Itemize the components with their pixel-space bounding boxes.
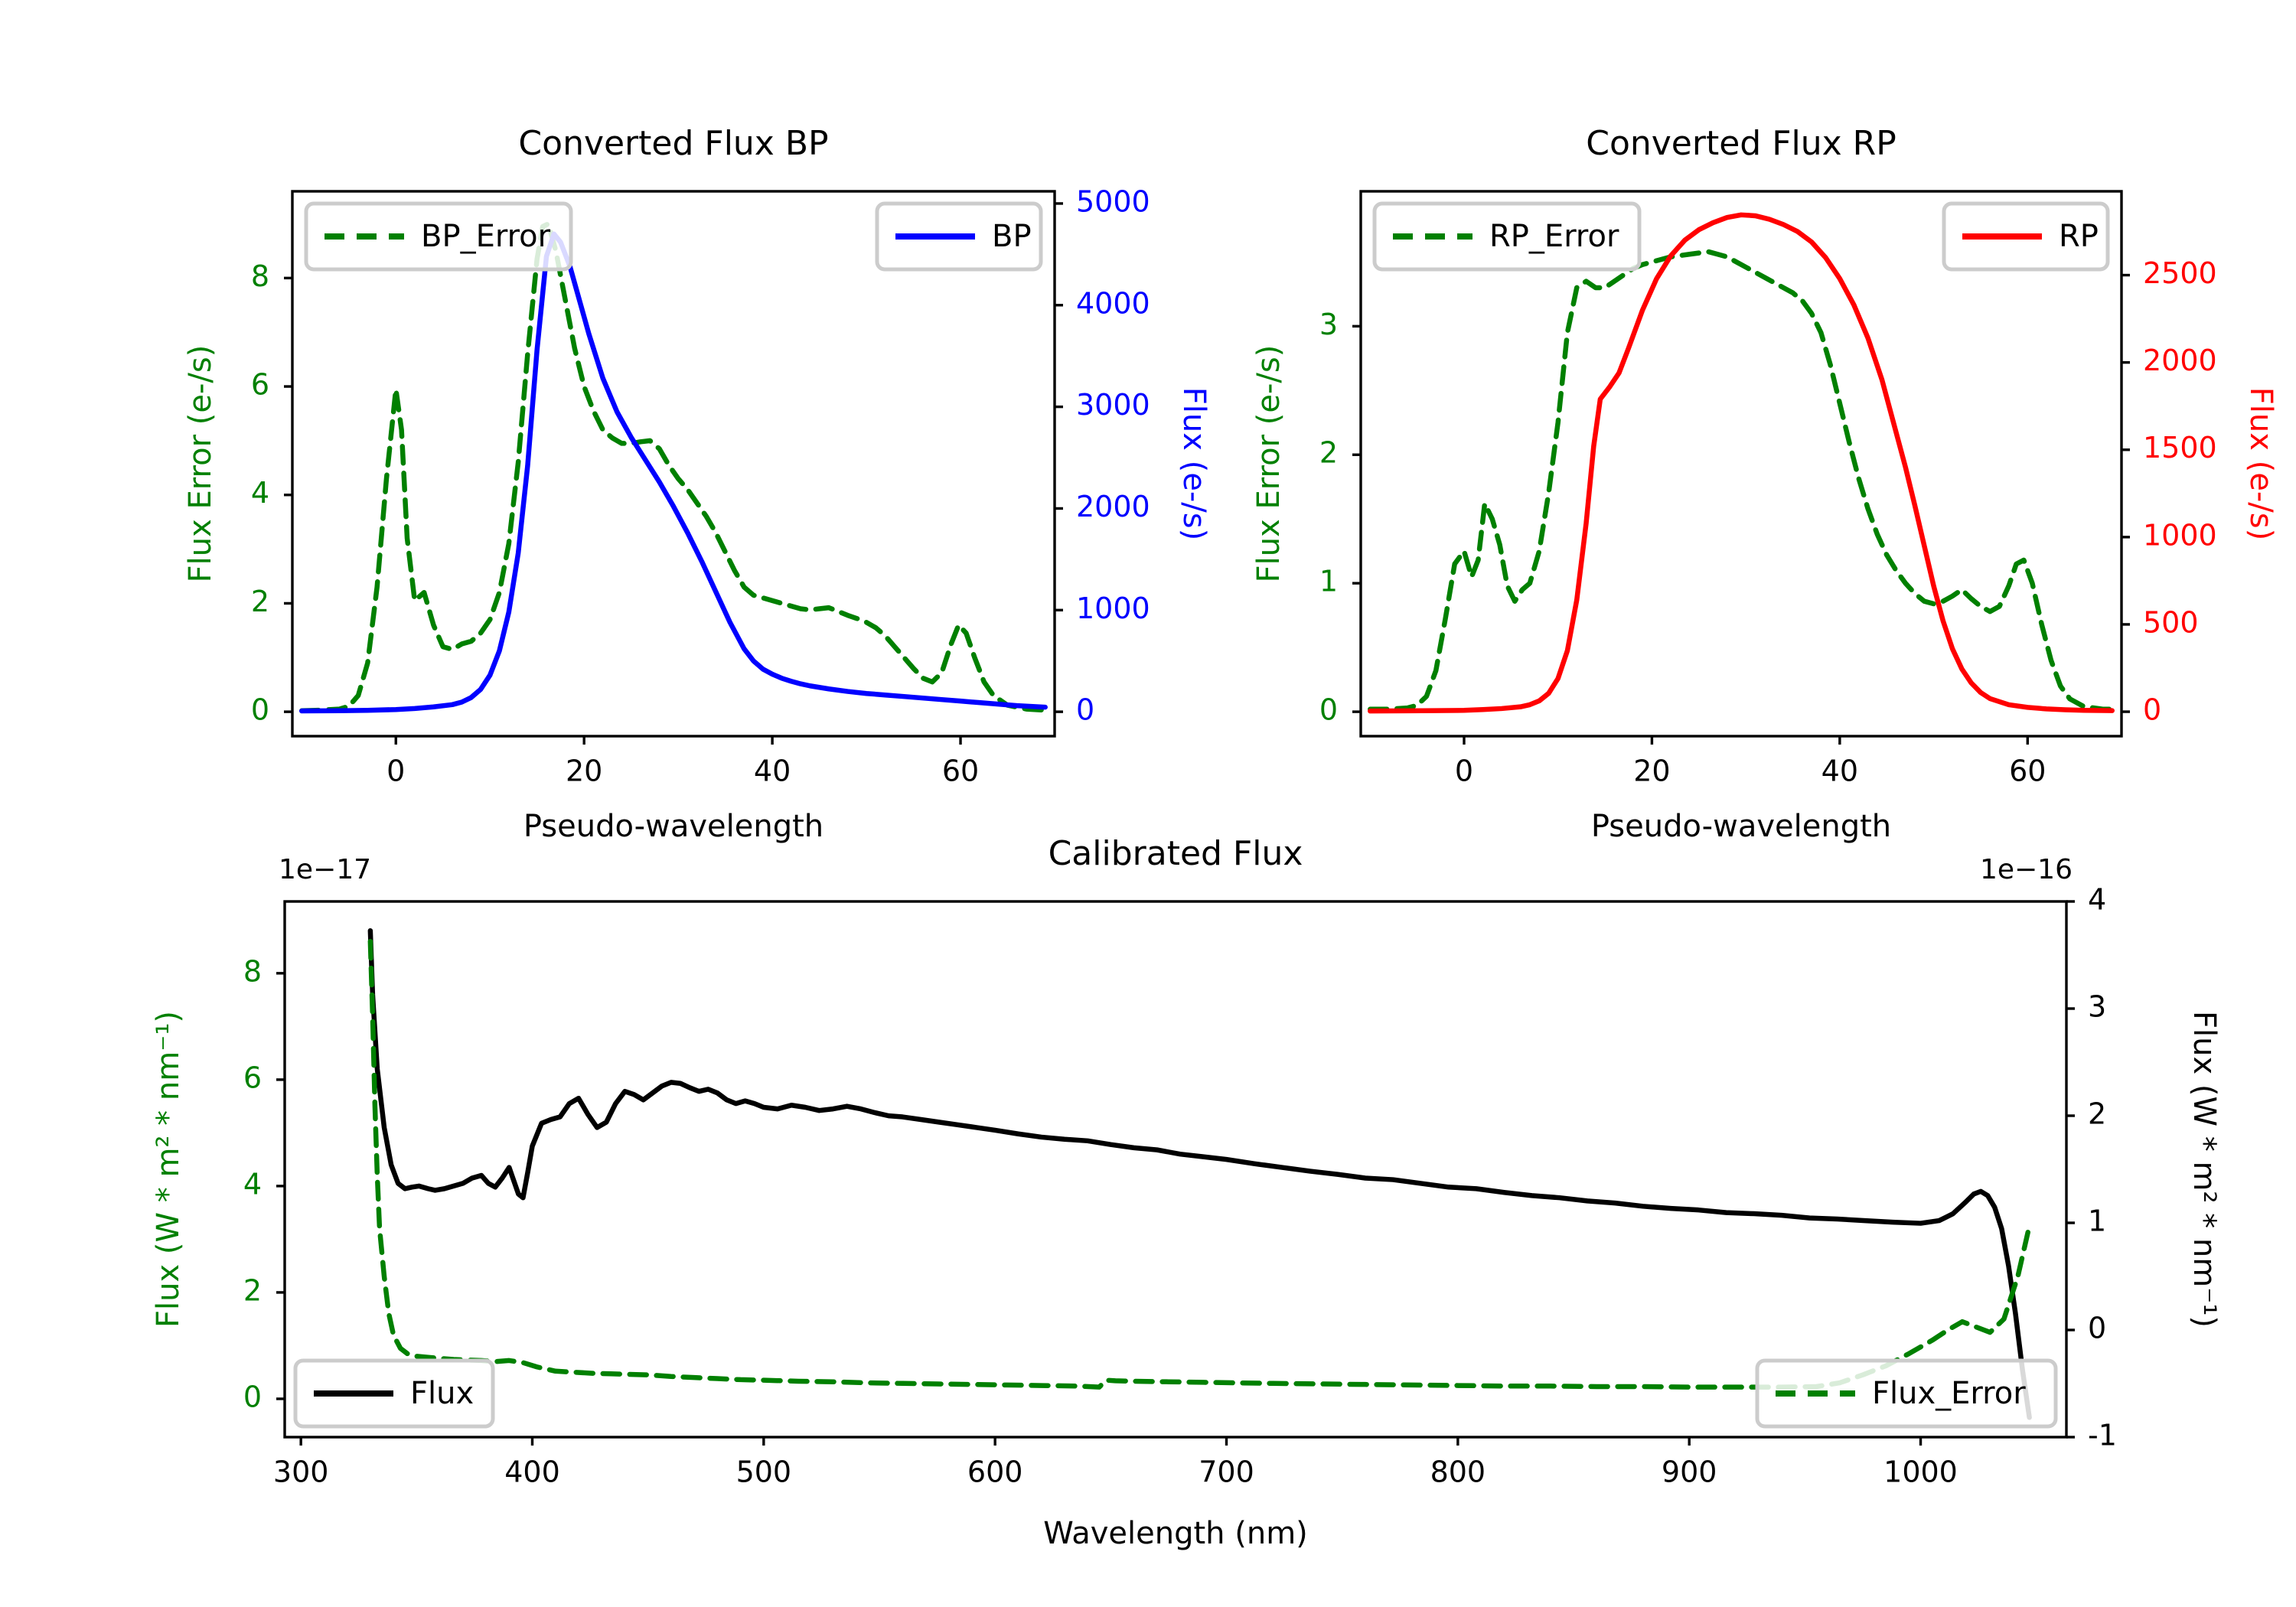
converted-flux-bp-yticklabel-left-6: 6 (251, 368, 269, 402)
calibrated-flux-yticklabel-left-2: 2 (243, 1273, 262, 1307)
converted-flux-bp-series-bp (299, 231, 1048, 714)
converted-flux-bp-title: Converted Flux BP (518, 124, 828, 163)
calibrated-flux-yticklabel-left-6: 6 (243, 1061, 262, 1094)
converted-flux-bp-yticklabel-left-4: 4 (251, 476, 269, 510)
converted-flux-bp-ylabel-right: Flux (e-/s) (1176, 387, 1212, 540)
converted-flux-rp-xticklabel-60: 60 (2009, 755, 2046, 788)
converted-flux-bp-yticklabel-right-2000: 2000 (1076, 490, 1150, 523)
converted-flux-rp-title: Converted Flux RP (1586, 124, 1896, 163)
calibrated-flux-offset-left: 1e−17 (279, 854, 371, 885)
converted-flux-rp-yticklabel-right-500: 500 (2143, 605, 2199, 639)
converted-flux-rp-ylabel-left: Flux Error (e-/s) (1251, 345, 1287, 583)
converted-flux-rp-yticklabel-right-2000: 2000 (2143, 344, 2217, 377)
converted-flux-rp-yticklabel-left-3: 3 (1319, 308, 1338, 341)
calibrated-flux-xticklabel-600: 600 (967, 1455, 1023, 1489)
calibrated-flux-yticklabel-left-0: 0 (243, 1380, 262, 1413)
converted-flux-bp-legend-box-bp_error (304, 201, 573, 272)
converted-flux-rp-xticklabel-20: 20 (1633, 755, 1670, 788)
calibrated-flux-xticklabel-500: 500 (736, 1455, 792, 1489)
calibrated-flux-yticklabel-right-1: 1 (2088, 1204, 2106, 1238)
converted-flux-rp-legend-label-rp_error: RP_Error (1489, 219, 1619, 254)
calibrated-flux-legend-label-flux: Flux (410, 1376, 474, 1411)
calibrated-flux-xticklabel-300: 300 (273, 1455, 329, 1489)
converted-flux-bp-xticklabel-0: 0 (386, 755, 405, 788)
converted-flux-rp-yticklabel-right-1500: 1500 (2143, 431, 2217, 464)
converted-flux-bp-legend-label-bp_error: BP_Error (421, 219, 551, 254)
calibrated-flux-offset-right: 1e−16 (1980, 854, 2073, 885)
converted-flux-rp-xlabel: Pseudo-wavelength (1591, 809, 1891, 844)
calibrated-flux-series-flux_error (367, 938, 2032, 1390)
calibrated-flux-legend-box-flux_error (1755, 1358, 2058, 1429)
calibrated-flux-series-flux (367, 927, 2032, 1420)
calibrated-flux-legend-box-flux (293, 1358, 495, 1429)
converted-flux-rp-xticklabel-0: 0 (1455, 755, 1473, 788)
calibrated-flux-yticklabel-right-3: 3 (2088, 990, 2106, 1024)
converted-flux-bp-xticklabel-20: 20 (566, 755, 602, 788)
calibrated-flux-xticklabel-700: 700 (1199, 1455, 1254, 1489)
converted-flux-bp-yticklabel-right-5000: 5000 (1076, 184, 1150, 218)
calibrated-flux-yticklabel-right--1: -1 (2088, 1419, 2117, 1452)
converted-flux-bp-series-bp_error (299, 221, 1048, 713)
calibrated-flux-yticklabel-left-4: 4 (243, 1167, 262, 1201)
calibrated-flux-xticklabel-800: 800 (1430, 1455, 1486, 1489)
converted-flux-rp-legend-label-rp: RP (2059, 219, 2099, 254)
converted-flux-rp-yticklabel-right-2500: 2500 (2143, 256, 2217, 290)
converted-flux-bp-xlabel: Pseudo-wavelength (523, 809, 823, 844)
converted-flux-bp-xticklabel-60: 60 (942, 755, 979, 788)
converted-flux-bp-yticklabel-left-8: 8 (251, 259, 269, 293)
converted-flux-rp-series-rp_error (1368, 249, 2115, 712)
calibrated-flux-xticklabel-400: 400 (504, 1455, 560, 1489)
converted-flux-bp-yticklabel-right-0: 0 (1076, 693, 1094, 727)
converted-flux-bp-ylabel-left: Flux Error (e-/s) (183, 345, 218, 583)
converted-flux-rp-ylabel-right: Flux (e-/s) (2243, 387, 2278, 540)
converted-flux-rp-yticklabel-left-2: 2 (1319, 436, 1338, 470)
converted-flux-bp-legend-label-bp: BP (992, 219, 1032, 254)
converted-flux-rp-legend-box-rp_error (1372, 201, 1642, 272)
converted-flux-bp-yticklabel-right-4000: 4000 (1076, 286, 1150, 320)
converted-flux-rp-yticklabel-right-1000: 1000 (2143, 518, 2217, 552)
converted-flux-bp-yticklabel-right-1000: 1000 (1076, 592, 1150, 625)
converted-flux-rp-yticklabel-left-0: 0 (1319, 693, 1338, 727)
calibrated-flux-axes-frame (283, 900, 2068, 1439)
converted-flux-bp-xticklabel-40: 40 (754, 755, 791, 788)
calibrated-flux-yticklabel-left-8: 8 (243, 954, 262, 988)
converted-flux-bp-yticklabel-right-3000: 3000 (1076, 388, 1150, 422)
converted-flux-bp-axes-frame (291, 190, 1056, 738)
calibrated-flux-ylabel-left: Flux (W * m² * nm⁻¹) (151, 1011, 186, 1328)
converted-flux-bp-yticklabel-left-0: 0 (251, 693, 269, 727)
calibrated-flux-xticklabel-900: 900 (1662, 1455, 1717, 1489)
calibrated-flux-yticklabel-right-4: 4 (2088, 883, 2106, 917)
calibrated-flux-xticklabel-1000: 1000 (1883, 1455, 1958, 1489)
converted-flux-rp-yticklabel-right-0: 0 (2143, 693, 2161, 727)
converted-flux-rp-axes-frame (1359, 190, 2123, 738)
converted-flux-rp-yticklabel-left-1: 1 (1319, 565, 1338, 598)
converted-flux-bp-yticklabel-left-2: 2 (251, 585, 269, 618)
calibrated-flux-yticklabel-right-0: 0 (2088, 1312, 2106, 1345)
calibrated-flux-title: Calibrated Flux (1049, 834, 1303, 873)
converted-flux-rp-series-rp (1368, 212, 2115, 714)
converted-flux-rp-xticklabel-40: 40 (1821, 755, 1858, 788)
calibrated-flux-legend-label-flux_error: Flux_Error (1872, 1376, 2026, 1411)
calibrated-flux-ylabel-right: Flux (W * m² * nm⁻¹) (2187, 1011, 2222, 1328)
calibrated-flux-yticklabel-right-2: 2 (2088, 1097, 2106, 1131)
calibrated-flux-xlabel: Wavelength (nm) (1043, 1516, 1308, 1551)
